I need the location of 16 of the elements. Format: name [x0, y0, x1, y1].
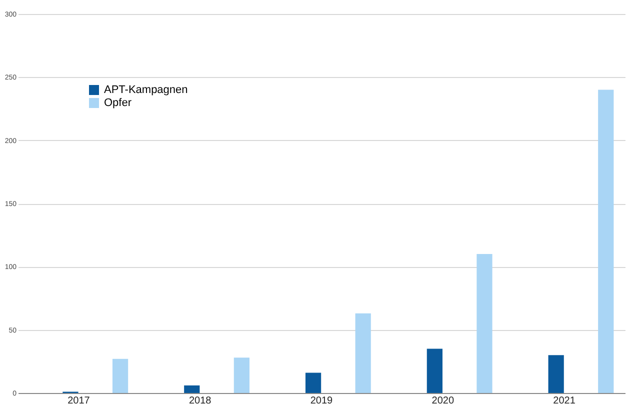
x-tick-label: 2020 — [432, 396, 454, 406]
legend-label: APT-Kampagnen — [104, 84, 188, 96]
bar — [598, 90, 614, 393]
x-tick-label: 2017 — [68, 396, 90, 406]
x-tick-label: 2018 — [188, 396, 212, 406]
x-tick-label: 2019 — [310, 396, 334, 406]
bar — [355, 313, 371, 393]
bar — [548, 355, 564, 393]
bar — [234, 358, 250, 393]
legend-label: Opfer — [104, 97, 132, 109]
x-tick-label: 2021 — [553, 396, 576, 406]
bar — [305, 372, 322, 393]
bar — [476, 254, 492, 393]
bar — [112, 358, 128, 393]
bar — [426, 348, 442, 393]
bar — [184, 385, 200, 393]
